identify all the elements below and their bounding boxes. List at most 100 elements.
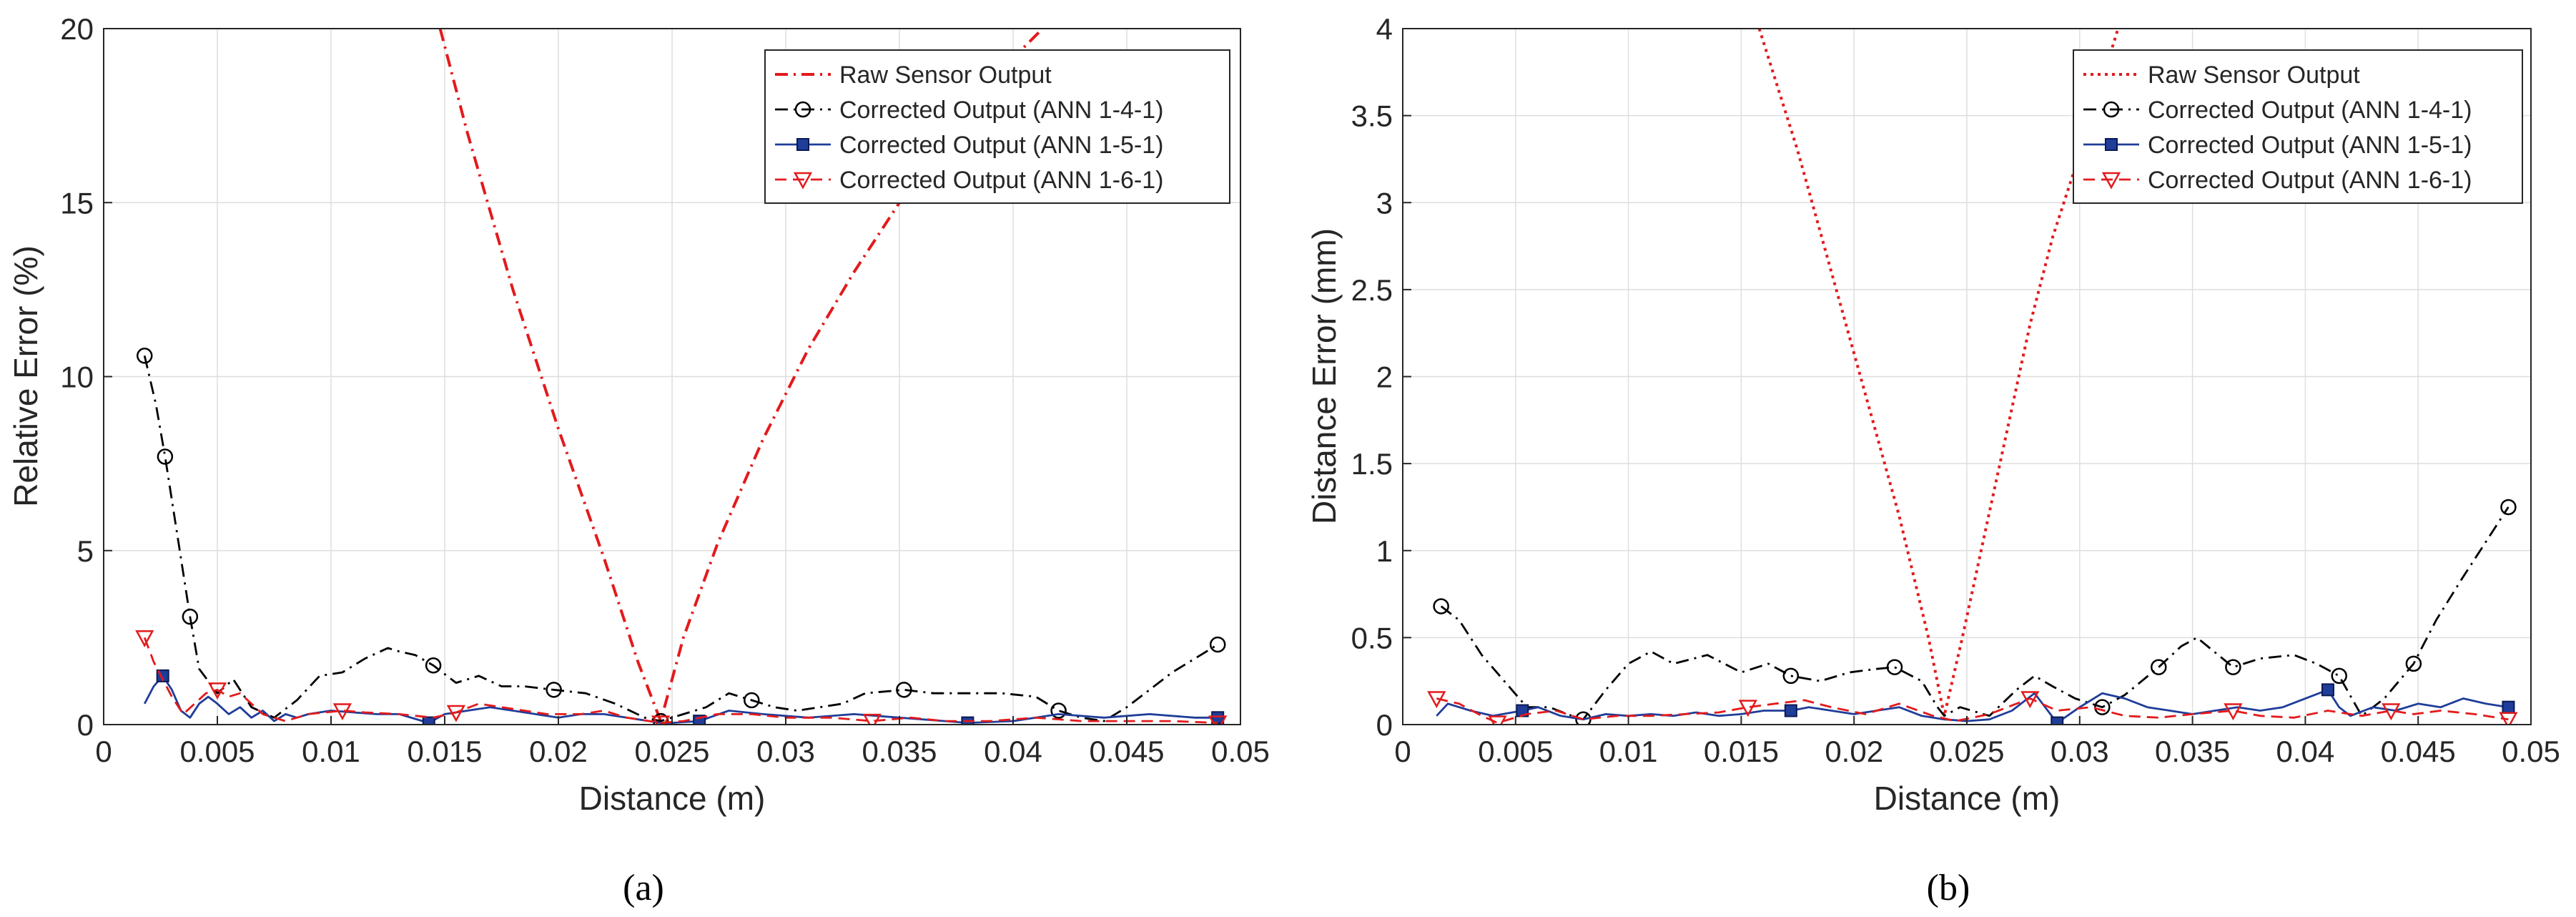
y-tick-label: 10	[60, 361, 94, 394]
legend-entry-label: Corrected Output (ANN 1-6-1)	[839, 167, 1164, 194]
series-line-1	[1757, 29, 2120, 717]
data-point-marker	[2405, 655, 2422, 672]
x-tick-label: 0.025	[1929, 735, 2004, 768]
legend-entry-label: Corrected Output (ANN 1-4-1)	[2148, 97, 2472, 124]
series-line-3	[143, 675, 1218, 724]
data-point-marker	[1209, 636, 1226, 653]
legend-a: Raw Sensor Output Corrected Output (ANN 1…	[764, 49, 1230, 204]
tick-labels-b: 0 0.005 0.01 0.015 0.02 0.025 0.03 0.035 0.04 0.0…	[1351, 12, 2560, 768]
x-tick-label: 0.02	[529, 735, 588, 768]
tick-labels-a: 0 0.005 0.01 0.015 0.02 0.025 0.03 0.035 0.04 0.0…	[60, 12, 1270, 768]
y-tick-label: 3	[1376, 186, 1393, 220]
data-point-marker	[896, 682, 912, 698]
legend-entry-label: Corrected Output (ANN 1-5-1)	[839, 132, 1164, 159]
panel-label-b: (b)	[1927, 868, 1970, 908]
x-tick-label: 0.03	[756, 735, 815, 768]
data-point-marker	[422, 716, 435, 725]
x-tick-label: 0.03	[2051, 735, 2109, 768]
legend-entry-label: Corrected Output (ANN 1-4-1)	[839, 97, 1164, 124]
data-point-marker	[425, 657, 442, 674]
data-point-marker	[446, 705, 466, 722]
x-tick-label: 0.05	[1211, 735, 1270, 768]
x-tick-label: 0.025	[634, 735, 709, 768]
legend-marker	[2103, 101, 2120, 118]
x-tick-label: 0.005	[1478, 735, 1553, 768]
data-point-marker	[546, 682, 562, 698]
data-point-marker	[136, 348, 153, 364]
legend-box	[764, 49, 1230, 204]
data-point-marker	[2225, 659, 2241, 675]
legend-b: Raw Sensor Output Corrected Output (ANN 1…	[2073, 49, 2523, 204]
data-point-marker	[207, 682, 227, 700]
y-tick-label: 1.5	[1351, 447, 1393, 481]
x-tick-label: 0.035	[862, 735, 937, 768]
y-tick-label: 0	[1376, 708, 1393, 742]
data-point-marker	[1211, 711, 1225, 725]
data-point-marker	[2331, 667, 2347, 685]
y-tick-label: 15	[60, 186, 94, 220]
y-axis-label-a: Relative Error (%)	[7, 245, 44, 507]
legend-box	[2073, 49, 2523, 204]
series-line-4	[143, 637, 1218, 724]
data-point-marker	[744, 692, 760, 709]
data-point-marker	[332, 703, 352, 721]
data-point-marker	[2500, 499, 2517, 516]
y-tick-label: 2.5	[1351, 273, 1393, 307]
legend-entry-label: Corrected Output (ANN 1-6-1)	[2148, 167, 2472, 194]
data-point-marker	[2502, 700, 2515, 714]
y-axis-label-b: Distance Error (mm)	[1306, 228, 1343, 524]
y-tick-label: 1	[1376, 534, 1393, 568]
y-tick-label: 20	[60, 12, 94, 46]
series-line-2	[143, 355, 1218, 722]
x-tick-label: 0.015	[407, 735, 482, 768]
data-point-marker	[1208, 715, 1228, 725]
data-point-marker	[1886, 659, 1903, 675]
x-tick-label: 0	[1394, 735, 1411, 768]
chart-panel-a: 0 0.005 0.01 0.015 0.02 0.025 0.03 0.035 0.04 0.0…	[7, 12, 1270, 908]
x-tick-label: 0.045	[2381, 735, 2456, 768]
x-tick-label: 0.035	[2155, 735, 2230, 768]
x-tick-label: 0.01	[302, 735, 360, 768]
plot-area-a	[135, 29, 1228, 725]
x-tick-label: 0.02	[1825, 735, 1883, 768]
data-point-marker	[1427, 691, 1446, 709]
y-tick-label: 5	[77, 534, 94, 568]
data-point-marker	[1050, 702, 1067, 719]
data-point-marker	[1488, 715, 1507, 725]
data-point-marker	[1433, 598, 1449, 614]
data-point-marker	[182, 608, 199, 625]
data-point-marker	[2499, 712, 2518, 725]
y-tick-label: 2	[1376, 361, 1393, 394]
y-tick-label: 4	[1376, 12, 1393, 46]
data-point-marker	[1738, 700, 1757, 717]
series-line-2	[1440, 506, 2510, 721]
data-point-marker	[2382, 703, 2401, 721]
legend-marker	[2105, 138, 2118, 151]
x-axis-label-a: Distance (m)	[579, 780, 766, 817]
x-tick-label: 0.01	[1599, 735, 1658, 768]
x-tick-label: 0.04	[2276, 735, 2335, 768]
chart-panel-b: 0 0.005 0.01 0.015 0.02 0.025 0.03 0.035 0.04 0.0…	[1306, 12, 2560, 908]
legend-marker	[796, 138, 809, 151]
y-tick-label: 0	[77, 708, 94, 742]
data-point-marker	[2094, 699, 2111, 715]
legend-marker	[2101, 172, 2121, 190]
legend-marker	[794, 101, 811, 118]
legend-entry-label: Raw Sensor Output	[839, 62, 1052, 89]
data-point-marker	[2020, 691, 2040, 709]
legend-marker	[793, 172, 813, 190]
data-point-marker	[2151, 659, 2167, 675]
data-point-marker	[862, 713, 882, 725]
x-tick-label: 0.045	[1089, 735, 1164, 768]
series-line-1	[438, 29, 1044, 723]
data-point-marker	[1784, 704, 1797, 717]
data-point-marker	[135, 630, 154, 647]
x-tick-label: 0.015	[1704, 735, 1779, 768]
panel-label-a: (a)	[623, 868, 664, 908]
legend-entry-label: Corrected Output (ANN 1-5-1)	[2148, 132, 2472, 159]
series-line-4	[1436, 697, 2509, 724]
data-point-marker	[961, 716, 974, 725]
data-point-marker	[2051, 716, 2064, 725]
data-point-marker	[651, 715, 671, 725]
